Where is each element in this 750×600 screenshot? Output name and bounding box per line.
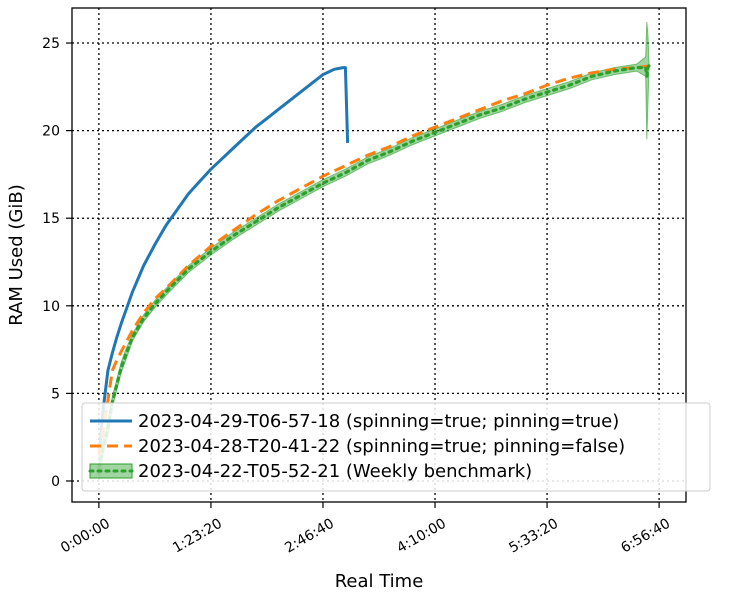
legend-entry-0: 2023-04-29-T06-57-18 (spinning=true; pin… — [138, 411, 619, 432]
y-tick-label: 20 — [42, 124, 60, 140]
legend: 2023-04-29-T06-57-18 (spinning=true; pin… — [81, 402, 711, 492]
series-layer — [97, 21, 651, 482]
series-1-line — [97, 64, 651, 455]
y-tick-label: 5 — [51, 386, 60, 402]
y-tick-label: 0 — [51, 474, 60, 490]
series-2-line — [97, 64, 651, 469]
y-tick-label: 15 — [42, 211, 60, 227]
legend-entry-1: 2023-04-28-T20-41-22 (spinning=true; pin… — [138, 436, 625, 457]
series-0-line — [97, 66, 350, 455]
y-tick-label: 10 — [42, 299, 60, 315]
legend-entry-2: 2023-04-22-T05-52-21 (Weekly benchmark) — [138, 461, 532, 482]
legend-box — [81, 402, 711, 492]
plot-frame — [71, 7, 687, 503]
y-axis-label: RAM Used (GiB) — [6, 184, 27, 325]
y-tick-label: 25 — [42, 36, 60, 52]
x-axis-label: Real Time — [335, 571, 424, 592]
